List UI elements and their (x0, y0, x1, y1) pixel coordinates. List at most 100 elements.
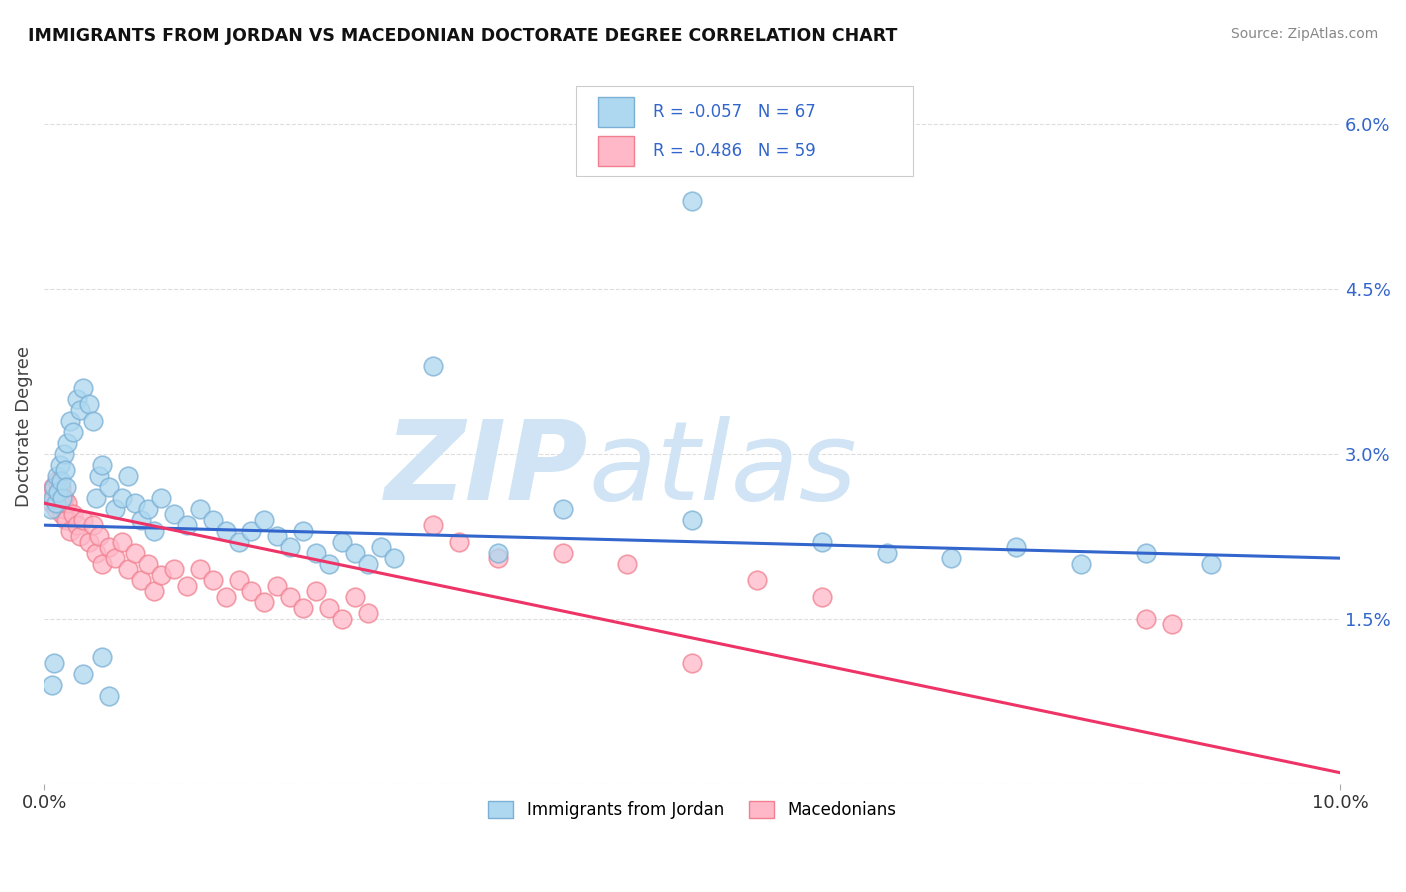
Point (59, 524, 82, 538)
Point (344, 590, 367, 604)
Point (46, 474, 69, 488)
Point (681, 194, 703, 208)
Point (266, 529, 288, 543)
Point (62, 425, 84, 439)
Point (810, 534, 832, 549)
Point (240, 524, 263, 538)
Point (97, 540, 120, 554)
Point (87, 468, 110, 483)
Point (45, 496, 67, 510)
Point (201, 573, 224, 587)
Point (51, 491, 73, 505)
Point (41, 496, 63, 510)
Point (941, 551, 963, 566)
Point (681, 656, 703, 670)
Point (104, 501, 127, 516)
Point (53, 463, 76, 477)
Point (551, 501, 574, 516)
Text: R = -0.486   N = 59: R = -0.486 N = 59 (654, 142, 815, 161)
Text: R = -0.057   N = 67: R = -0.057 N = 67 (654, 103, 815, 120)
Point (117, 468, 139, 483)
Point (48, 458, 70, 472)
Point (65, 518, 87, 533)
Point (69, 402, 91, 417)
Point (143, 524, 166, 538)
Point (124, 496, 146, 510)
Point (82, 414, 104, 428)
Point (82, 518, 104, 533)
Point (330, 534, 353, 549)
Point (163, 562, 186, 576)
Point (44, 491, 66, 505)
Point (370, 540, 392, 554)
Point (48, 496, 70, 510)
Point (149, 491, 172, 505)
Point (176, 518, 198, 533)
Text: Source: ZipAtlas.com: Source: ZipAtlas.com (1230, 27, 1378, 41)
Point (176, 579, 198, 593)
Point (79, 397, 101, 411)
Point (49, 480, 72, 494)
Point (616, 557, 638, 571)
Point (1070, 557, 1092, 571)
Point (55, 513, 77, 527)
Point (84, 491, 107, 505)
Point (48, 485, 70, 500)
Point (253, 595, 276, 609)
Point (97, 689, 120, 703)
Point (42, 480, 65, 494)
Point (79, 534, 101, 549)
Point (46, 468, 69, 483)
Legend: Immigrants from Jordan, Macedonians: Immigrants from Jordan, Macedonians (482, 794, 903, 825)
Point (52, 447, 75, 461)
Point (357, 606, 380, 620)
Point (280, 590, 302, 604)
Point (188, 501, 211, 516)
Point (39, 501, 62, 516)
Y-axis label: Doctorate Degree: Doctorate Degree (15, 345, 32, 507)
FancyBboxPatch shape (575, 87, 912, 176)
Point (104, 551, 127, 566)
Point (49, 474, 72, 488)
Point (318, 600, 340, 615)
Point (72, 381, 94, 395)
Point (56, 496, 79, 510)
Point (149, 567, 172, 582)
Point (318, 557, 340, 571)
Point (72, 666, 94, 681)
Point (551, 546, 574, 560)
Point (41, 678, 63, 692)
Point (214, 524, 236, 538)
Point (745, 573, 768, 587)
Text: IMMIGRANTS FROM JORDAN VS MACEDONIAN DOCTORATE DEGREE CORRELATION CHART: IMMIGRANTS FROM JORDAN VS MACEDONIAN DOC… (28, 27, 897, 45)
Point (357, 557, 380, 571)
FancyBboxPatch shape (598, 136, 634, 166)
Point (214, 590, 236, 604)
Point (117, 562, 139, 576)
Point (228, 573, 250, 587)
Point (266, 579, 288, 593)
Point (253, 513, 276, 527)
Point (1005, 540, 1028, 554)
Point (65, 392, 87, 406)
Point (240, 584, 263, 599)
Point (131, 573, 153, 587)
Point (111, 534, 134, 549)
Point (91, 650, 114, 665)
Point (84, 546, 107, 560)
Point (51, 507, 73, 521)
FancyBboxPatch shape (598, 97, 634, 127)
Point (56, 435, 79, 450)
Point (681, 513, 703, 527)
Point (53, 501, 76, 516)
Point (1199, 557, 1222, 571)
Point (305, 546, 328, 560)
Point (48, 485, 70, 500)
Point (330, 612, 353, 626)
Point (87, 529, 110, 543)
Point (422, 518, 444, 533)
Point (39, 485, 62, 500)
Point (810, 590, 832, 604)
Text: ZIP: ZIP (385, 416, 589, 523)
Point (292, 600, 315, 615)
